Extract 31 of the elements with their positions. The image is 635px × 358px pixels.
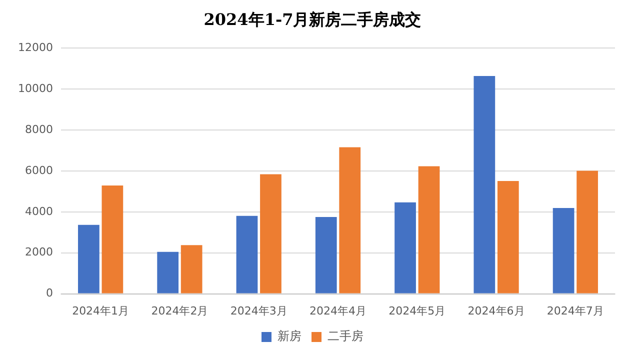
bar bbox=[260, 174, 282, 294]
bar bbox=[497, 181, 519, 294]
bar bbox=[157, 252, 179, 294]
bar bbox=[180, 245, 202, 294]
bar bbox=[394, 202, 416, 294]
legend-label: 新房 bbox=[278, 329, 302, 344]
y-tick-label: 10000 bbox=[18, 82, 53, 95]
bar bbox=[236, 216, 258, 294]
y-tick-label: 0 bbox=[46, 286, 53, 300]
x-tick-label: 2024年6月 bbox=[468, 304, 525, 318]
bar bbox=[576, 170, 598, 294]
y-tick-label: 4000 bbox=[24, 204, 53, 218]
bar bbox=[102, 186, 124, 294]
y-tick-label: 8000 bbox=[24, 122, 53, 136]
y-tick-label: 6000 bbox=[24, 164, 53, 177]
x-tick-label: 2024年5月 bbox=[388, 304, 446, 318]
y-tick-label: 2000 bbox=[24, 246, 53, 259]
bar bbox=[315, 217, 337, 294]
y-tick-label: 12000 bbox=[18, 41, 53, 54]
legend-label: 二手房 bbox=[328, 329, 364, 344]
bar bbox=[552, 208, 574, 294]
chart-title: 2024年1-7月新房二手房成交 bbox=[204, 10, 422, 29]
bar bbox=[78, 224, 100, 294]
bar bbox=[474, 76, 496, 294]
x-tick-label: 2024年1月 bbox=[72, 304, 130, 318]
x-tick-label: 2024年7月 bbox=[546, 304, 604, 318]
bar bbox=[339, 147, 361, 294]
x-tick-label: 2024年2月 bbox=[151, 304, 208, 318]
x-tick-label: 2024年3月 bbox=[230, 304, 288, 318]
bar bbox=[418, 166, 440, 294]
x-tick-label: 2024年4月 bbox=[309, 304, 366, 318]
